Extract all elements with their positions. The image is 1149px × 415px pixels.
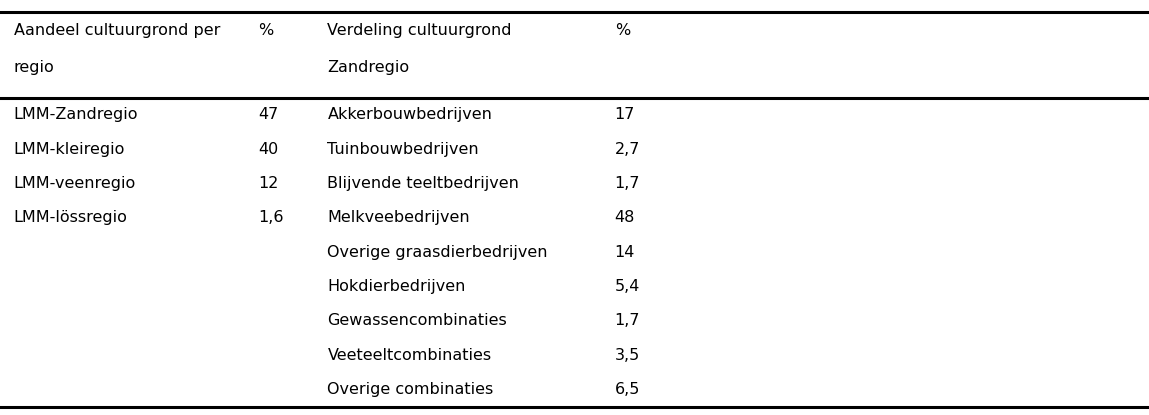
Text: %: % xyxy=(259,23,273,38)
Text: LMM-veenregio: LMM-veenregio xyxy=(14,176,136,191)
Text: LMM-kleiregio: LMM-kleiregio xyxy=(14,142,125,156)
Text: %: % xyxy=(615,23,630,38)
Text: Overige graasdierbedrijven: Overige graasdierbedrijven xyxy=(327,244,548,260)
Text: Overige combinaties: Overige combinaties xyxy=(327,382,494,397)
Text: 3,5: 3,5 xyxy=(615,348,640,363)
Text: 2,7: 2,7 xyxy=(615,142,640,156)
Text: 48: 48 xyxy=(615,210,635,225)
Text: Blijvende teeltbedrijven: Blijvende teeltbedrijven xyxy=(327,176,519,191)
Text: Gewassencombinaties: Gewassencombinaties xyxy=(327,313,507,328)
Text: 12: 12 xyxy=(259,176,279,191)
Text: LMM-lössregio: LMM-lössregio xyxy=(14,210,128,225)
Text: Verdeling cultuurgrond: Verdeling cultuurgrond xyxy=(327,23,512,38)
Text: 47: 47 xyxy=(259,107,279,122)
Text: Zandregio: Zandregio xyxy=(327,60,409,75)
Text: LMM-Zandregio: LMM-Zandregio xyxy=(14,107,138,122)
Text: 6,5: 6,5 xyxy=(615,382,640,397)
Text: 1,7: 1,7 xyxy=(615,176,640,191)
Text: 17: 17 xyxy=(615,107,635,122)
Text: 40: 40 xyxy=(259,142,279,156)
Text: Tuinbouwbedrijven: Tuinbouwbedrijven xyxy=(327,142,479,156)
Text: 14: 14 xyxy=(615,244,635,260)
Text: regio: regio xyxy=(14,60,54,75)
Text: Akkerbouwbedrijven: Akkerbouwbedrijven xyxy=(327,107,492,122)
Text: Aandeel cultuurgrond per: Aandeel cultuurgrond per xyxy=(14,23,221,38)
Text: Melkveebedrijven: Melkveebedrijven xyxy=(327,210,470,225)
Text: Veeteeltcombinaties: Veeteeltcombinaties xyxy=(327,348,492,363)
Text: 1,7: 1,7 xyxy=(615,313,640,328)
Text: 5,4: 5,4 xyxy=(615,279,640,294)
Text: 1,6: 1,6 xyxy=(259,210,284,225)
Text: Hokdierbedrijven: Hokdierbedrijven xyxy=(327,279,465,294)
